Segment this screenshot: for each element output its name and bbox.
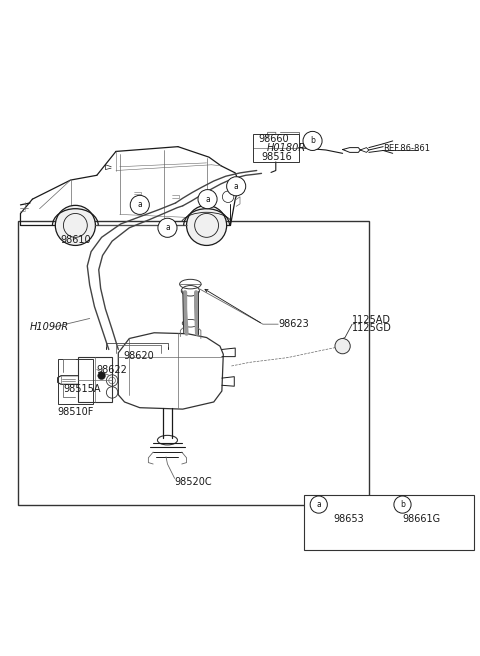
Text: a: a — [234, 182, 239, 191]
Text: a: a — [205, 195, 210, 203]
Text: 98620: 98620 — [123, 351, 154, 361]
Text: H0180R: H0180R — [267, 143, 306, 153]
Text: 98610: 98610 — [60, 235, 91, 245]
Bar — [304, 495, 474, 550]
Text: 98516: 98516 — [262, 152, 292, 162]
Text: b: b — [310, 136, 315, 146]
Circle shape — [55, 205, 96, 245]
Circle shape — [187, 205, 227, 245]
Bar — [78, 357, 112, 402]
Text: 98515A: 98515A — [63, 384, 101, 394]
Circle shape — [130, 195, 149, 215]
Text: H1090R: H1090R — [30, 322, 69, 332]
Circle shape — [158, 218, 177, 237]
Text: 98661G: 98661G — [402, 514, 440, 524]
Circle shape — [394, 496, 411, 513]
Circle shape — [98, 372, 106, 380]
Circle shape — [335, 338, 350, 354]
Text: 98623: 98623 — [278, 319, 309, 329]
Circle shape — [227, 176, 246, 195]
Text: a: a — [316, 500, 321, 509]
Text: a: a — [137, 200, 142, 209]
Text: 98510F: 98510F — [58, 407, 94, 417]
Bar — [58, 359, 94, 404]
Circle shape — [303, 131, 322, 150]
Text: b: b — [400, 500, 405, 509]
Text: 1125GD: 1125GD — [352, 323, 392, 333]
Bar — [18, 220, 369, 504]
Text: REF.86-861: REF.86-861 — [383, 144, 430, 153]
Text: 98622: 98622 — [97, 365, 128, 375]
Text: 98660: 98660 — [258, 134, 288, 144]
Text: 1125AD: 1125AD — [352, 316, 391, 325]
Text: a: a — [165, 223, 170, 232]
Circle shape — [198, 190, 217, 209]
Bar — [253, 134, 299, 162]
Circle shape — [310, 496, 327, 513]
Text: 98520C: 98520C — [175, 477, 212, 487]
Text: 98653: 98653 — [333, 514, 364, 524]
